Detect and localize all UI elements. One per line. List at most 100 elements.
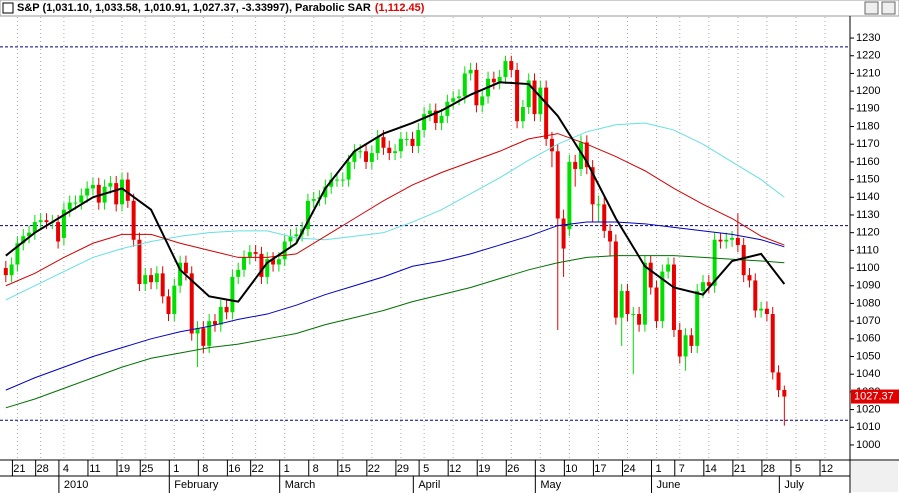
y-tick-label: 1210 (856, 67, 880, 79)
candle-body (555, 151, 560, 219)
candle-body (311, 199, 316, 201)
candle-body (422, 114, 427, 131)
x-tick-label: 7 (679, 463, 685, 475)
candle-body (567, 161, 572, 230)
month-label: March (285, 479, 316, 491)
candle-body (544, 87, 549, 139)
candle-body (427, 110, 432, 115)
y-tick-label: 1200 (856, 85, 880, 97)
candle-body (747, 275, 752, 281)
x-tick-label: 21 (13, 463, 25, 475)
sar-value: (1,112.45) (375, 2, 425, 14)
candle-body (608, 230, 613, 242)
x-tick-label: 19 (478, 463, 490, 475)
y-tick-label: 1010 (856, 421, 880, 433)
candle-body (410, 138, 415, 146)
x-tick-label: 29 (397, 463, 409, 475)
candle-body (67, 202, 72, 210)
candle-body (294, 234, 299, 237)
y-tick-label: 1090 (856, 280, 880, 292)
candle-body (654, 287, 659, 322)
x-tick-label: 1 (173, 463, 179, 475)
candle-body (242, 257, 247, 270)
candle-body (96, 184, 101, 203)
candle-body (735, 237, 740, 246)
x-tick-label: 19 (118, 463, 130, 475)
candle-body (38, 220, 43, 223)
candle-body (584, 142, 589, 168)
x-tick-label: 26 (507, 463, 519, 475)
x-tick-label: 24 (623, 463, 635, 475)
candle-body (323, 186, 328, 198)
month-label: 2010 (64, 479, 88, 491)
y-tick-label: 1000 (856, 439, 880, 451)
month-label: July (784, 479, 804, 491)
x-tick-label: 10 (565, 463, 577, 475)
candle-body (660, 271, 665, 322)
candle-body (491, 78, 496, 83)
candle-body (125, 179, 130, 201)
candle-body (433, 110, 438, 123)
candle-body (90, 184, 95, 189)
candle-body (393, 151, 398, 154)
candle-body (782, 389, 787, 397)
candle-body (108, 183, 113, 187)
candle-body (549, 138, 554, 152)
y-tick-label: 1020 (856, 403, 880, 415)
x-tick-label: 5 (795, 463, 801, 475)
candle-body (334, 179, 339, 181)
x-tick-label: 8 (202, 463, 208, 475)
y-tick-label: 1140 (856, 191, 880, 203)
y-tick-label: 1170 (856, 138, 880, 150)
candle-body (590, 167, 595, 205)
candle-body (201, 328, 206, 346)
candle-body (398, 138, 403, 152)
candle-body (195, 328, 200, 334)
candle-body (677, 329, 682, 357)
candle-body (61, 209, 66, 238)
candle-body (759, 308, 764, 311)
x-tick-label: 14 (705, 463, 717, 475)
candle-body (718, 239, 723, 242)
candle-body (143, 275, 148, 284)
x-tick-label: 28 (763, 463, 775, 475)
candle-body (32, 222, 37, 233)
chart-title: S&P (1,031.10, 1,033.58, 1,010.91, 1,027… (17, 2, 425, 14)
x-tick-label: 28 (37, 463, 49, 475)
y-tick-label: 1080 (856, 297, 880, 309)
y-tick-label: 1150 (856, 173, 880, 185)
indicator-line (5, 255, 785, 409)
indicator-line (5, 133, 785, 287)
x-tick-label: 1 (284, 463, 290, 475)
candle-body (178, 262, 183, 286)
candle-body (474, 69, 479, 106)
candle-body (387, 147, 392, 154)
y-tick-label: 1060 (856, 333, 880, 345)
restore-button[interactable] (864, 1, 879, 15)
candle-body (137, 239, 142, 284)
x-tick-label: 3 (539, 463, 545, 475)
candle-body (236, 269, 241, 277)
candle-body (224, 306, 229, 313)
candle-body (712, 239, 717, 286)
candle-body (526, 80, 531, 108)
candle-body (85, 188, 90, 196)
x-tick-label: 12 (821, 463, 833, 475)
candle-body (497, 76, 502, 83)
close-button[interactable] (881, 1, 896, 15)
y-tick-label: 1160 (856, 156, 880, 168)
y-tick-label: 1230 (856, 32, 880, 44)
candle-body (259, 253, 264, 277)
candle-body (253, 252, 258, 254)
candle-body (770, 314, 775, 373)
x-tick-label: 22 (252, 463, 264, 475)
candle-body (730, 237, 735, 240)
candle-body (3, 268, 8, 276)
candle-body (642, 262, 647, 325)
x-tick-label: 8 (313, 463, 319, 475)
candle-body (602, 204, 607, 231)
candle-body (509, 61, 514, 70)
candle-body (340, 179, 345, 181)
candle-body (701, 282, 706, 292)
